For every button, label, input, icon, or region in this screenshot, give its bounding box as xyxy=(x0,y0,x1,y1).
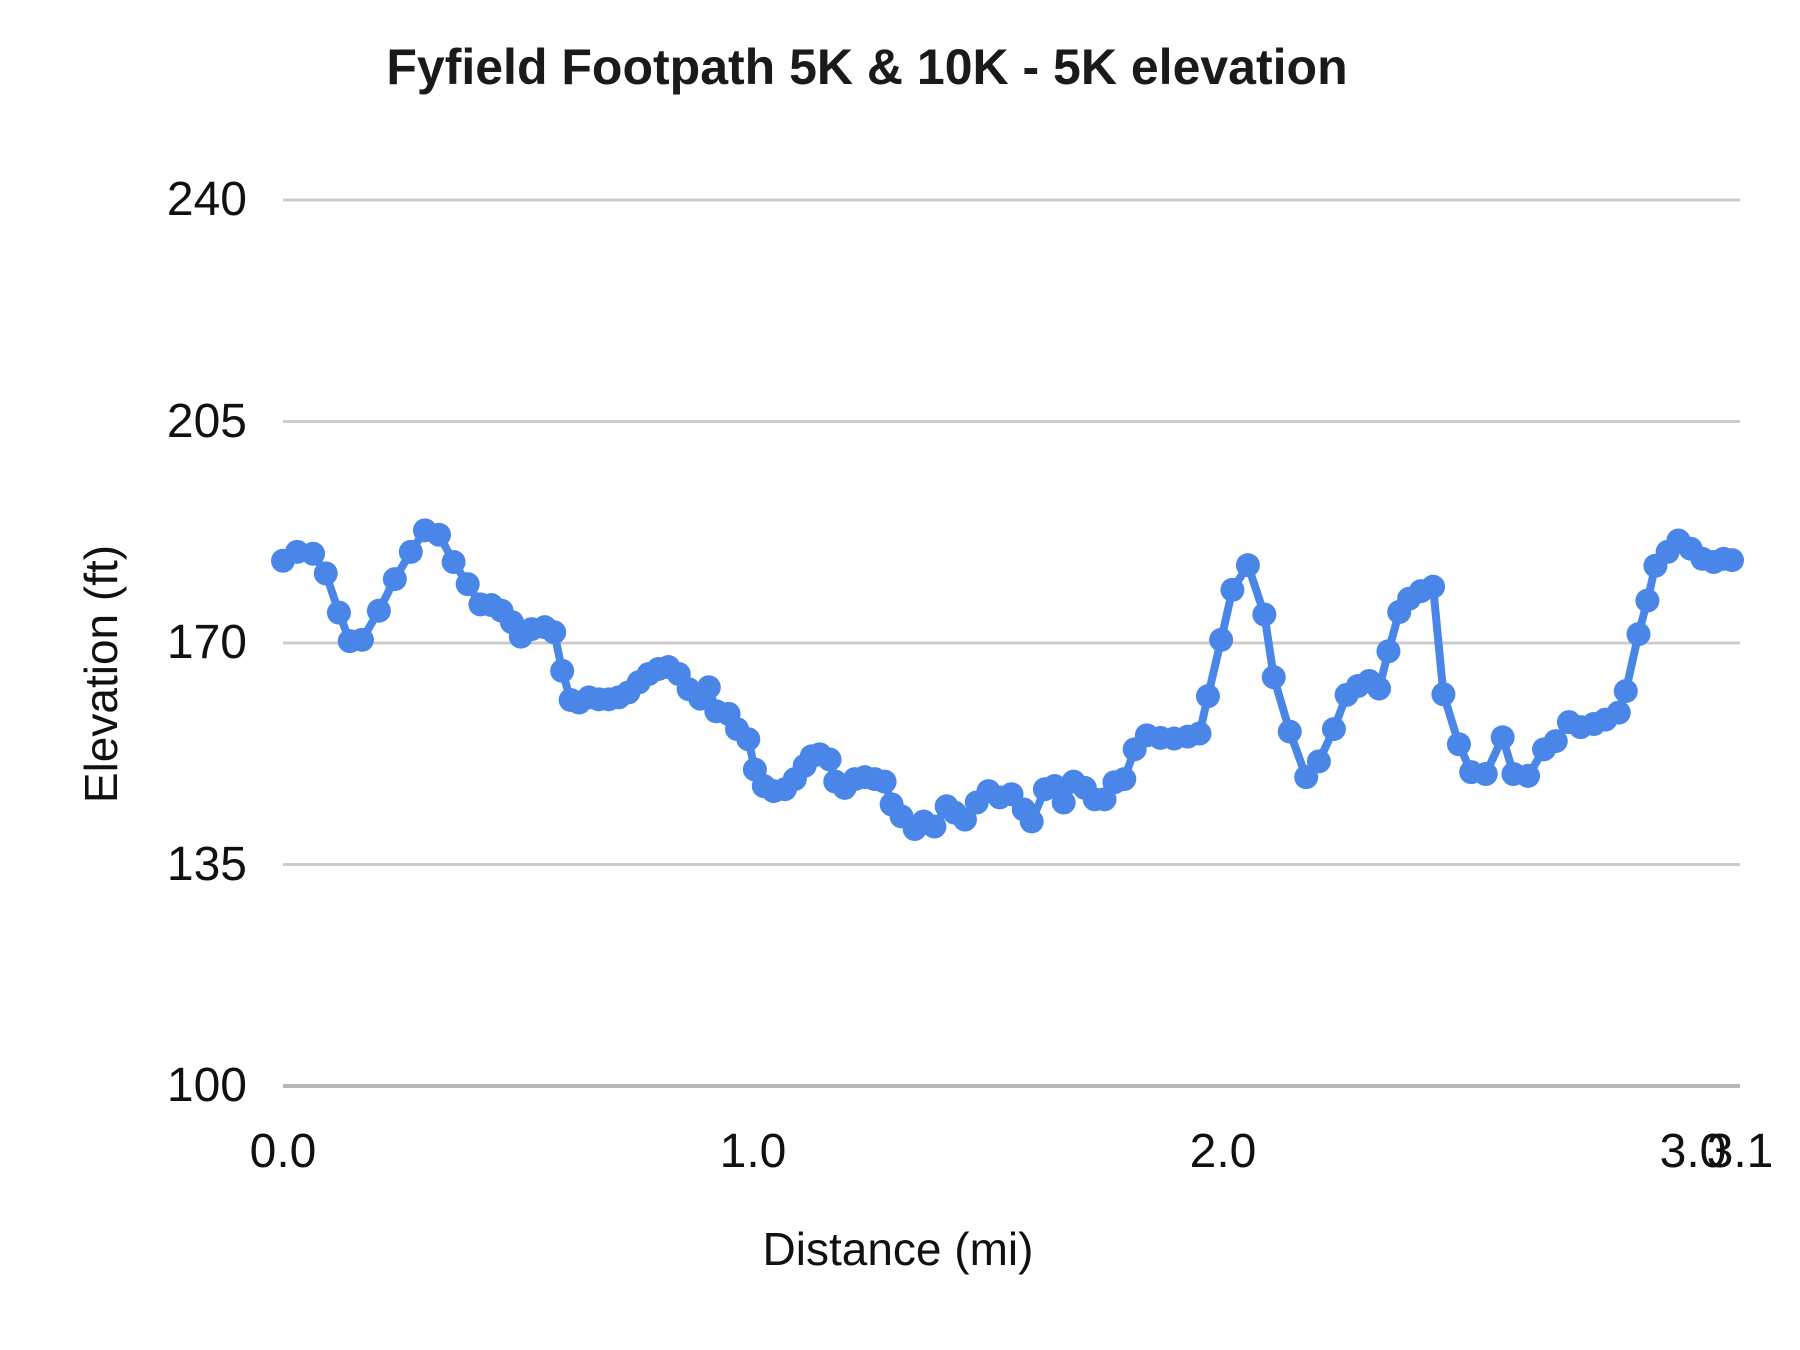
data-point xyxy=(326,600,351,625)
data-point xyxy=(349,627,374,652)
data-point xyxy=(1376,639,1401,664)
data-point xyxy=(1209,627,1234,652)
y-tick-label: 170 xyxy=(166,616,247,669)
data-point xyxy=(313,561,338,586)
x-tick-label: 3.0 xyxy=(1659,1125,1727,1178)
y-tick-label: 135 xyxy=(166,837,247,891)
data-point xyxy=(1321,717,1346,742)
data-point xyxy=(696,675,721,700)
data-point xyxy=(736,727,761,752)
data-point xyxy=(1421,574,1446,599)
data-point xyxy=(366,598,391,623)
data-point xyxy=(817,747,842,772)
data-point xyxy=(1261,665,1286,690)
data-point xyxy=(1613,679,1638,704)
y-tick-label: 240 xyxy=(166,173,247,226)
data-point xyxy=(1367,676,1392,701)
y-axis-title: Elevation (ft) xyxy=(75,544,127,804)
data-point xyxy=(1543,729,1568,754)
data-point xyxy=(1112,767,1137,792)
data-point xyxy=(1252,602,1277,627)
data-point xyxy=(441,549,466,574)
data-point xyxy=(952,807,977,832)
data-point xyxy=(1431,682,1456,707)
data-point xyxy=(1516,763,1541,788)
data-point xyxy=(301,541,326,566)
data-point xyxy=(382,567,407,592)
x-tick-label: 1.0 xyxy=(719,1125,787,1178)
data-point xyxy=(1446,732,1471,757)
data-point xyxy=(455,572,480,597)
data-point xyxy=(1490,725,1515,750)
data-point xyxy=(1220,577,1245,602)
data-point xyxy=(1195,684,1220,709)
data-point xyxy=(427,522,452,547)
data-point xyxy=(1235,553,1260,578)
x-tick-label: 2.0 xyxy=(1189,1125,1257,1178)
x-tick-label: 3.1 xyxy=(1706,1125,1774,1178)
data-point xyxy=(1019,809,1044,834)
gridlines xyxy=(283,198,1740,1088)
data-point xyxy=(1306,749,1331,774)
y-tick-label: 100 xyxy=(166,1059,247,1112)
data-point xyxy=(1635,588,1660,613)
data-point xyxy=(1720,548,1745,573)
data-point xyxy=(872,769,897,794)
data-point xyxy=(550,658,575,683)
x-axis-title: Distance (mi) xyxy=(762,1223,1034,1275)
data-point xyxy=(922,814,947,839)
x-tick-label: 0.0 xyxy=(249,1125,317,1178)
data-point xyxy=(1606,700,1631,725)
data-point xyxy=(398,539,423,564)
data-point xyxy=(1277,719,1302,744)
data-point xyxy=(1187,721,1212,746)
data-point xyxy=(1473,762,1498,787)
elevation-series xyxy=(271,518,1745,842)
data-point xyxy=(1626,622,1651,647)
data-point xyxy=(1051,790,1076,815)
chart-title: Fyfield Footpath 5K & 10K - 5K elevation xyxy=(386,39,1348,95)
data-point xyxy=(542,620,567,645)
y-tick-label: 205 xyxy=(166,394,247,448)
